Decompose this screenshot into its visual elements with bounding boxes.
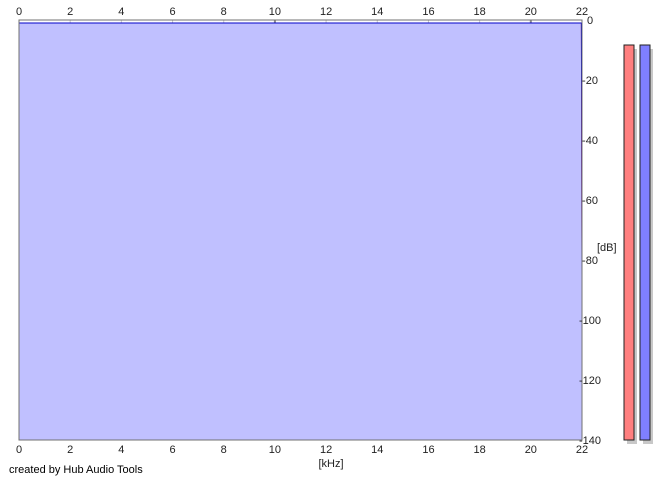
x-axis-bottom-ticks: 0 2 4 6 8 10 12 14 16 18 20 22 [16, 444, 588, 456]
x-tick-top-6: 6 [169, 6, 175, 18]
x-tick-top-8: 8 [221, 6, 227, 18]
x-tick-top-20: 20 [525, 6, 537, 18]
x-tick-bottom-6: 6 [169, 444, 175, 456]
x-tick-top-4: 4 [118, 6, 124, 18]
x-tick-top-0: 0 [16, 6, 22, 18]
x-tick-bottom-12: 12 [320, 444, 332, 456]
level-meter-0 [623, 44, 635, 441]
y-tick-0: 0 [587, 15, 593, 27]
x-tick-bottom-20: 20 [525, 444, 537, 456]
x-axis-top-ticks: 0 2 4 6 8 10 12 14 16 18 20 22 [16, 6, 588, 18]
x-tick-top-16: 16 [422, 6, 434, 18]
x-tick-top-2: 2 [67, 6, 73, 18]
series-line-1 [19, 22, 583, 276]
x-tick-top-10: 10 [269, 6, 281, 18]
y-axis-label: [dB] [597, 242, 617, 254]
x-tick-bottom-10: 10 [269, 444, 281, 456]
x-tick-bottom-2: 2 [67, 444, 73, 456]
y-tick--140: -140 [579, 435, 601, 447]
y-axis-ticks: 0 -20 -40 -60 -80 -100 -120 -140 [579, 15, 601, 447]
x-tick-bottom-0: 0 [16, 444, 22, 456]
x-tick-top-12: 12 [320, 6, 332, 18]
y-tick--60: -60 [582, 195, 598, 207]
y-tick--120: -120 [579, 375, 601, 387]
x-tick-bottom-22: 22 [576, 444, 588, 456]
level-meters [623, 44, 653, 444]
spectrum-fill-area [19, 23, 582, 440]
plot-frame [18, 19, 583, 441]
y-tick--40: -40 [582, 135, 598, 147]
series-layer [19, 22, 583, 276]
x-tick-bottom-4: 4 [118, 444, 124, 456]
x-tick-top-14: 14 [371, 6, 383, 18]
x-tick-bottom-14: 14 [371, 444, 383, 456]
x-axis-label: [kHz] [318, 458, 343, 470]
credit-text: created by Hub Audio Tools [9, 464, 143, 476]
y-tick--20: -20 [582, 75, 598, 87]
x-tick-bottom-18: 18 [474, 444, 486, 456]
y-tick--80: -80 [582, 255, 598, 267]
y-tick--100: -100 [579, 315, 601, 327]
x-tick-bottom-16: 16 [422, 444, 434, 456]
x-tick-top-22: 22 [576, 6, 588, 18]
x-tick-bottom-8: 8 [221, 444, 227, 456]
x-tick-top-18: 18 [474, 6, 486, 18]
level-meter-1 [639, 44, 651, 441]
